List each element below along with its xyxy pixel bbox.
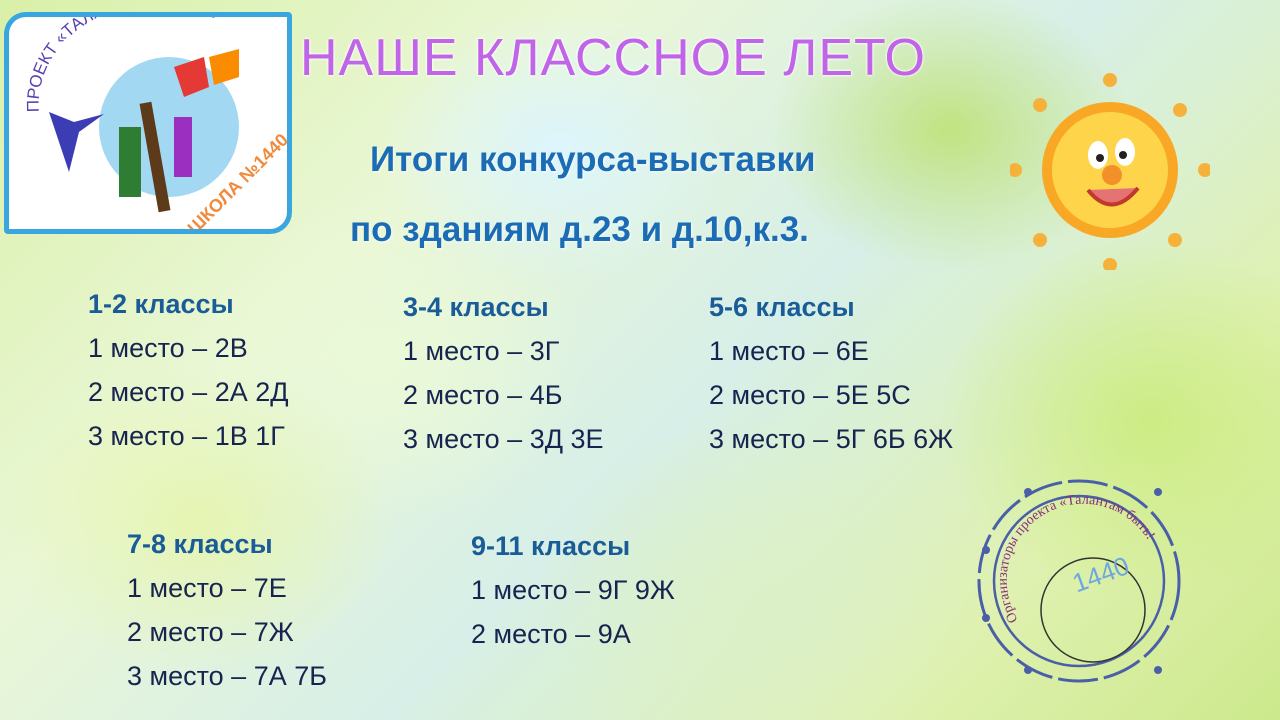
place-line: 3 место – 1В 1Г [88, 421, 285, 451]
place-line: 3 место – 5Г 6Б 6Ж [709, 424, 954, 454]
place-line: 2 место – 5Е 5С [709, 380, 911, 410]
place-line: 1 место – 7Е [127, 573, 287, 603]
results-group-9-11: 9-11 классы 1 место – 9Г 9Ж 2 место – 9А [471, 530, 675, 656]
place-line: 1 место – 9Г 9Ж [471, 575, 675, 605]
place-line: 1 место – 3Г [403, 336, 560, 366]
subtitle-line1: Итоги конкурса-выставки [370, 140, 816, 179]
place-line: 3 место – 7А 7Б [127, 661, 327, 691]
place-line: 2 место – 9А [471, 619, 631, 649]
group-heading: 1-2 классы [88, 289, 234, 319]
sun-character-icon [1008, 70, 1212, 275]
place-line: 2 место – 4Б [403, 380, 563, 410]
organizers-stamp: Организаторы проекта «Талантам быть!» 14… [965, 459, 1190, 697]
svg-text:1440: 1440 [1068, 550, 1133, 598]
place-line: 3 место – 3Д 3Е [403, 424, 604, 454]
group-heading: 3-4 классы [403, 292, 549, 322]
group-heading: 7-8 классы [127, 529, 273, 559]
group-heading: 5-6 классы [709, 292, 855, 322]
results-group-1-2: 1-2 классы 1 место – 2В 2 место – 2А 2Д … [88, 288, 289, 458]
place-line: 1 место – 6Е [709, 336, 869, 366]
place-line: 2 место – 7Ж [127, 617, 294, 647]
results-group-3-4: 3-4 классы 1 место – 3Г 2 место – 4Б 3 м… [403, 291, 604, 461]
group-heading: 9-11 классы [471, 531, 631, 561]
place-line: 1 место – 2В [88, 333, 248, 363]
results-group-7-8: 7-8 классы 1 место – 7Е 2 место – 7Ж 3 м… [127, 528, 327, 698]
project-logo: ПРОЕКТ «ТАЛАНТАМ БЫТЬ!» ШКОЛА №1440 [4, 12, 292, 234]
page-title: НАШЕ КЛАССНОЕ ЛЕТО [300, 29, 926, 87]
results-group-5-6: 5-6 классы 1 место – 6Е 2 место – 5Е 5С … [709, 291, 953, 461]
subtitle-line2: по зданиям д.23 и д.10,к.3. [350, 210, 809, 249]
place-line: 2 место – 2А 2Д [88, 377, 289, 407]
